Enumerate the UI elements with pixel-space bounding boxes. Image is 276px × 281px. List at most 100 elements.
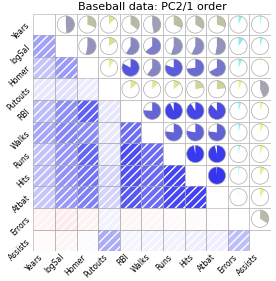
Wedge shape (145, 37, 161, 55)
Bar (163, 208, 185, 230)
Bar (77, 165, 98, 186)
Title: Baseball data: PC2/1 order: Baseball data: PC2/1 order (78, 1, 227, 12)
Bar (163, 78, 185, 100)
Bar (55, 143, 77, 165)
Bar (120, 165, 141, 186)
Bar (77, 143, 98, 165)
Bar (120, 165, 141, 186)
Bar (55, 57, 77, 78)
Bar (249, 186, 271, 208)
Bar (141, 186, 163, 208)
Bar (77, 165, 98, 186)
Bar (206, 143, 228, 165)
Bar (120, 143, 141, 165)
Bar (163, 100, 185, 122)
Bar (228, 122, 249, 143)
Bar (33, 35, 55, 57)
Bar (163, 230, 185, 251)
Bar (33, 78, 55, 100)
Circle shape (230, 37, 247, 55)
Circle shape (79, 37, 96, 55)
Wedge shape (208, 102, 225, 119)
Bar (228, 78, 249, 100)
Bar (33, 230, 55, 251)
Bar (185, 186, 206, 208)
Bar (249, 14, 271, 35)
Bar (98, 57, 120, 78)
Bar (120, 143, 141, 165)
Bar (33, 143, 55, 165)
Bar (163, 35, 185, 57)
Bar (33, 122, 55, 143)
Wedge shape (152, 81, 158, 89)
Bar (206, 208, 228, 230)
Wedge shape (174, 16, 182, 28)
Bar (55, 57, 77, 78)
Circle shape (144, 102, 161, 119)
Bar (249, 143, 271, 165)
Bar (55, 100, 77, 122)
Wedge shape (238, 16, 242, 24)
Bar (249, 230, 271, 251)
Bar (228, 230, 249, 251)
Wedge shape (126, 37, 139, 55)
Bar (120, 14, 141, 35)
Bar (120, 122, 141, 143)
Bar (55, 14, 77, 35)
Bar (33, 165, 55, 186)
Circle shape (208, 145, 225, 163)
Bar (55, 78, 77, 100)
Bar (185, 122, 206, 143)
Circle shape (251, 167, 269, 184)
Wedge shape (238, 59, 242, 68)
Bar (120, 35, 141, 57)
Bar (185, 208, 206, 230)
Bar (185, 230, 206, 251)
Bar (33, 143, 55, 165)
Bar (163, 143, 185, 165)
Circle shape (230, 81, 247, 98)
Bar (141, 208, 163, 230)
Wedge shape (209, 59, 225, 76)
Wedge shape (260, 16, 262, 24)
Bar (98, 165, 120, 186)
Bar (98, 165, 120, 186)
Circle shape (122, 16, 139, 33)
Circle shape (208, 167, 225, 184)
Wedge shape (195, 16, 204, 29)
Wedge shape (238, 189, 239, 197)
Circle shape (122, 81, 139, 98)
Bar (77, 78, 98, 100)
Bar (163, 230, 185, 251)
Bar (55, 122, 77, 143)
Circle shape (57, 16, 75, 33)
Wedge shape (260, 210, 269, 223)
Bar (163, 122, 185, 143)
Bar (185, 100, 206, 122)
Bar (163, 208, 185, 230)
Bar (141, 122, 163, 143)
Bar (98, 186, 120, 208)
Bar (55, 186, 77, 208)
Wedge shape (260, 167, 265, 176)
Circle shape (187, 124, 204, 141)
Bar (185, 14, 206, 35)
Wedge shape (109, 16, 115, 24)
Bar (163, 230, 185, 251)
Circle shape (251, 16, 269, 33)
Bar (185, 186, 206, 208)
Bar (98, 14, 120, 35)
Bar (55, 78, 77, 100)
Bar (206, 100, 228, 122)
Bar (206, 230, 228, 251)
Bar (33, 57, 55, 78)
Bar (163, 14, 185, 35)
Circle shape (208, 59, 225, 76)
Bar (228, 230, 249, 251)
Bar (77, 143, 98, 165)
Bar (33, 57, 55, 78)
Bar (249, 57, 271, 78)
Circle shape (208, 102, 225, 119)
Bar (120, 143, 141, 165)
Wedge shape (195, 81, 204, 89)
